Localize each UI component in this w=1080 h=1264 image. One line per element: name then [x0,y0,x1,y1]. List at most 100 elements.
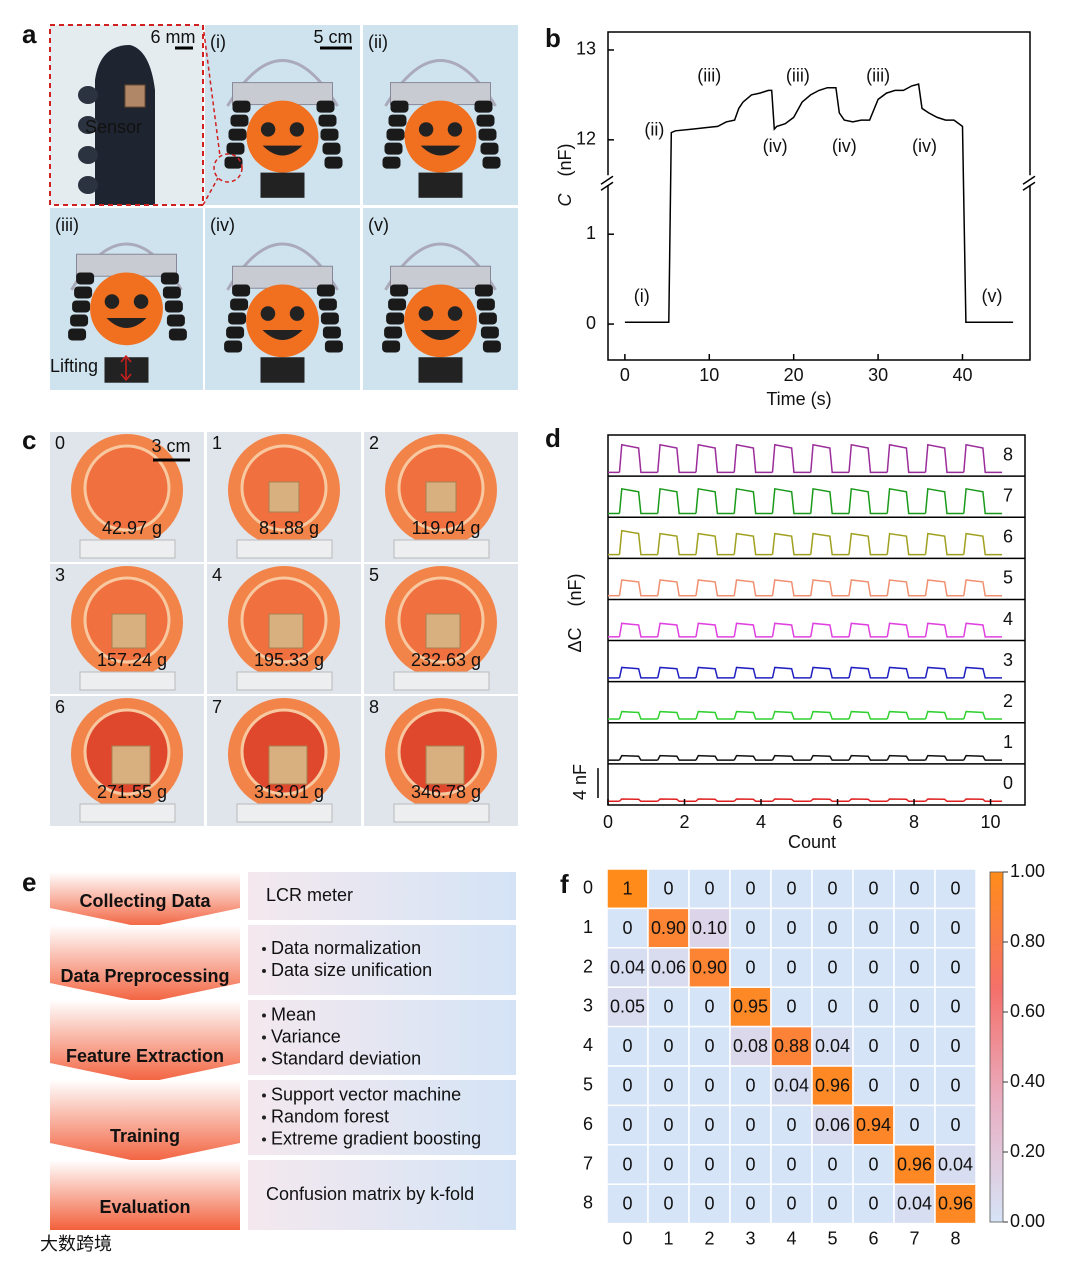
step-item: Data normalization [271,938,421,958]
pulse [695,666,735,679]
pulse [656,622,696,638]
y-axis-label-symbol: C [555,193,575,207]
stage-annotation: (v) [982,286,1003,306]
pulse [848,622,888,638]
col-label: 8 [950,1228,960,1248]
x-tick-label: 4 [756,812,766,832]
panel-label: b [545,23,561,53]
stage-label: (ii) [368,32,388,52]
matrix-cell [688,947,731,988]
capacitance-line [624,83,1014,324]
bullet [262,1057,266,1062]
pumpkin-mouth [262,145,303,156]
cell-label: 0 [622,918,632,938]
matrix-cell [893,986,936,1028]
cell-label: 0 [622,1154,632,1174]
pulse [618,529,658,556]
matrix-cell [934,1144,977,1185]
pulse [848,487,888,515]
matrix-cell [811,1183,854,1225]
gripper-finger [478,128,497,141]
pulse [771,666,811,679]
y-tick-label: 13 [576,39,596,59]
matrix-cell [688,1144,731,1185]
scale-display [236,539,333,559]
col-label: 2 [704,1228,714,1248]
step-title: Collecting Data [79,891,211,911]
row-label: 8 [583,1193,593,1213]
scale-display [79,671,176,691]
weight-block [425,481,457,513]
cell-label: 0 [909,878,919,898]
colorbar-tick-label: 1.00 [1010,861,1045,881]
mass-label: 119.04 g [412,518,481,538]
colorbar [989,871,1004,1223]
step-item: Mean [271,1004,316,1024]
cell-label: 0.96 [897,1154,932,1174]
step-title: Evaluation [99,1197,190,1217]
gripper-finger [382,156,401,169]
matrix-cell [934,986,977,1028]
step-chevron [50,1000,240,1083]
mass-label: 157.24 g [97,650,167,670]
pulse [848,443,888,474]
row-label: 4 [583,1035,593,1055]
step-box [248,1000,516,1075]
gripper-finger [386,312,405,325]
step-box [248,1080,516,1155]
cell-index: 6 [55,697,65,717]
pulse [810,666,850,679]
gripper-finger [224,156,243,169]
gripper-finger [386,128,405,141]
step-item: Standard deviation [271,1048,421,1068]
cell-label: 0 [909,957,919,977]
pumpkin-eye [447,122,463,137]
pumpkin-mouth [420,145,461,156]
pumpkin-mouth [420,329,461,340]
pulse [657,710,696,720]
colorbar-tick-label: 0.40 [1010,1071,1045,1091]
gripper-finger [68,328,87,341]
stage-label: (iv) [210,215,235,235]
cell-label: 0 [827,997,837,1017]
bullet [262,1115,266,1120]
pulse [733,754,773,761]
col-label: 3 [745,1228,755,1248]
matrix-cell [934,907,977,949]
colorbar-tick-label: 0.80 [1010,931,1045,951]
scale-display [79,803,176,823]
row-label: 7 [583,1153,593,1173]
pulse [656,532,696,556]
gripper-finger [384,142,403,155]
pulse [771,443,811,474]
row-label: 5 [583,1074,593,1094]
matrix-cell [811,907,854,949]
cell-index: 8 [369,697,379,717]
pulse [848,754,888,761]
axis-frame [607,434,1026,806]
matrix-cell [934,1104,977,1146]
cell-label: 0 [622,1115,632,1135]
zoom-circle [213,153,243,183]
pulse [810,622,850,638]
pumpkin [246,100,319,173]
row-label: 2 [583,956,593,976]
cell-label: 0 [868,918,878,938]
panel-label: a [22,19,37,49]
pulse [810,532,850,556]
matrix-cell [647,1065,690,1107]
lifting-label: Lifting [50,356,98,376]
cell-index: 4 [212,565,222,585]
scale-label: 4 nF [570,764,590,800]
gripper-finger [390,100,409,113]
pulse [618,710,658,720]
matrix-cell [852,907,895,949]
matrix-cell [647,907,690,949]
series-label: 6 [1003,527,1013,547]
pulse [886,754,926,761]
cell-label: 0.96 [938,1194,973,1214]
cell-label: 0 [827,1194,837,1214]
gripper-finger [226,326,245,339]
pulse [657,798,696,803]
gripper-finger [164,300,183,313]
